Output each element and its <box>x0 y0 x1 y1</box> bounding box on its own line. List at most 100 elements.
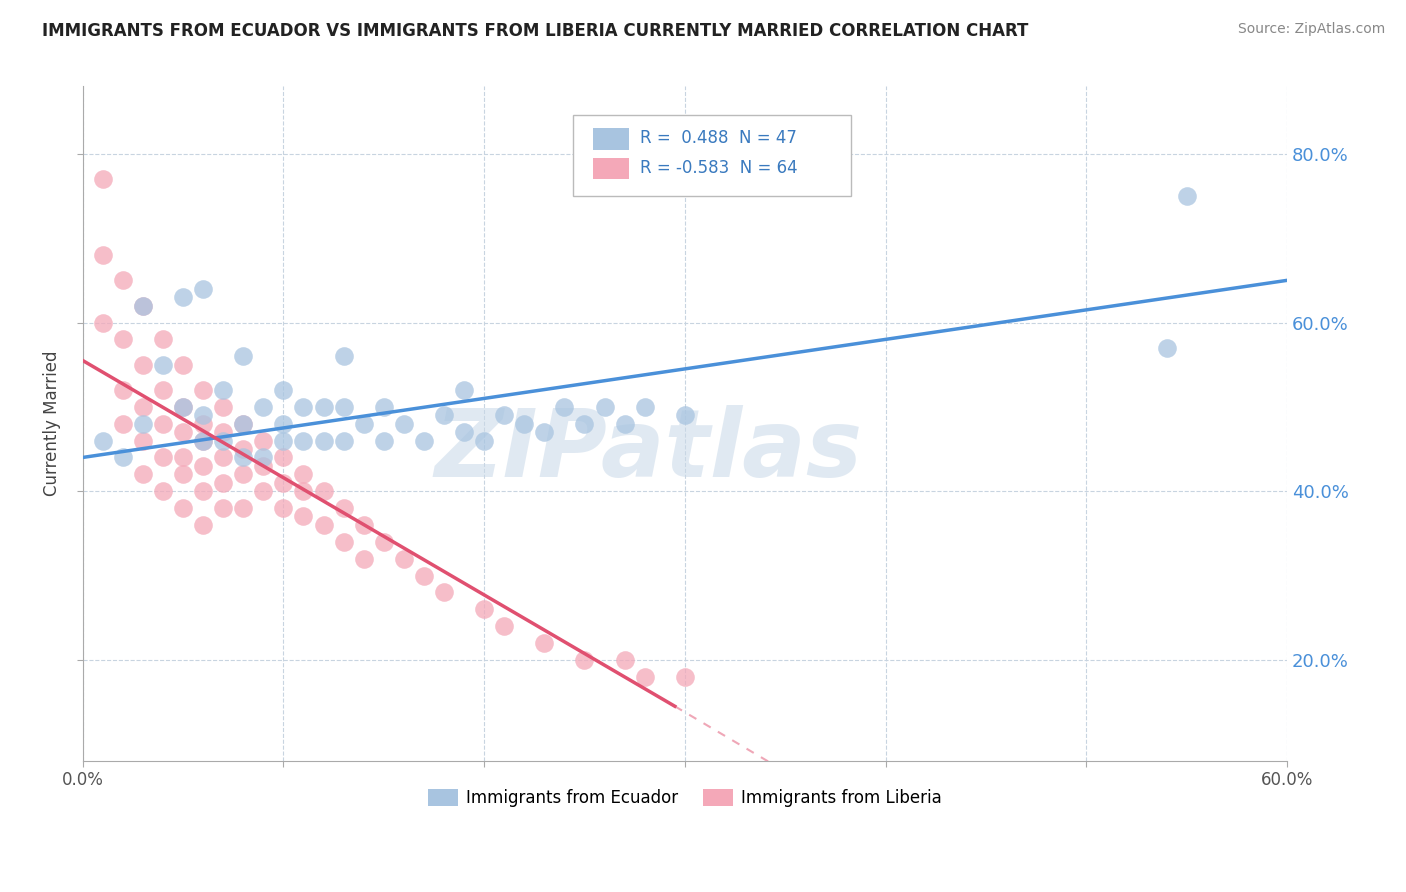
Point <box>91 248 114 262</box>
Point <box>332 534 354 549</box>
Point <box>273 417 295 431</box>
Point <box>152 484 174 499</box>
Point <box>553 400 575 414</box>
Point <box>273 475 295 490</box>
Y-axis label: Currently Married: Currently Married <box>44 351 60 497</box>
Point <box>513 417 536 431</box>
Point <box>673 670 696 684</box>
Point <box>152 450 174 465</box>
Point <box>292 467 315 482</box>
Point <box>574 417 596 431</box>
Point <box>232 349 254 363</box>
Point <box>613 653 636 667</box>
Point <box>312 400 335 414</box>
Point <box>212 434 235 448</box>
Point <box>212 383 235 397</box>
Text: Source: ZipAtlas.com: Source: ZipAtlas.com <box>1237 22 1385 37</box>
Point <box>132 417 155 431</box>
Point <box>172 501 194 516</box>
Point <box>613 417 636 431</box>
Point <box>191 409 214 423</box>
Text: R = -0.583  N = 64: R = -0.583 N = 64 <box>640 159 799 177</box>
Point <box>593 400 616 414</box>
Point <box>191 417 214 431</box>
Point <box>111 383 134 397</box>
Point <box>312 484 335 499</box>
Point <box>634 670 657 684</box>
Point <box>392 551 415 566</box>
Point <box>252 458 274 473</box>
Point <box>172 425 194 439</box>
Point <box>132 434 155 448</box>
Point <box>212 475 235 490</box>
Point <box>292 434 315 448</box>
Point <box>373 400 395 414</box>
Point <box>111 273 134 287</box>
Point <box>191 282 214 296</box>
Point <box>332 434 354 448</box>
Point <box>172 400 194 414</box>
Point <box>574 653 596 667</box>
Point <box>132 299 155 313</box>
Point <box>232 442 254 456</box>
Text: R =  0.488  N = 47: R = 0.488 N = 47 <box>640 129 797 147</box>
Point <box>232 417 254 431</box>
Point <box>634 400 657 414</box>
Point <box>273 450 295 465</box>
Point <box>252 484 274 499</box>
Point <box>252 400 274 414</box>
Point <box>172 467 194 482</box>
Point <box>453 383 475 397</box>
Point <box>232 450 254 465</box>
Point <box>111 450 134 465</box>
Legend: Immigrants from Ecuador, Immigrants from Liberia: Immigrants from Ecuador, Immigrants from… <box>420 782 949 814</box>
Point <box>292 484 315 499</box>
Point <box>433 585 456 599</box>
Point <box>191 434 214 448</box>
Point <box>332 400 354 414</box>
Point <box>252 434 274 448</box>
Point <box>152 417 174 431</box>
Point <box>472 434 495 448</box>
Point <box>332 501 354 516</box>
Point <box>232 417 254 431</box>
Point <box>353 417 375 431</box>
Point <box>172 400 194 414</box>
Point <box>252 450 274 465</box>
Point <box>232 467 254 482</box>
Point <box>373 534 395 549</box>
Point <box>433 409 456 423</box>
Point <box>91 434 114 448</box>
Point <box>212 425 235 439</box>
Point <box>533 636 555 650</box>
FancyBboxPatch shape <box>572 115 851 196</box>
Point <box>152 383 174 397</box>
Point <box>273 501 295 516</box>
Point <box>191 484 214 499</box>
Point <box>412 434 434 448</box>
FancyBboxPatch shape <box>593 128 630 150</box>
Point <box>392 417 415 431</box>
Point <box>132 400 155 414</box>
Point <box>312 517 335 532</box>
Point <box>191 517 214 532</box>
Point <box>1156 341 1178 355</box>
Point <box>212 400 235 414</box>
Text: IMMIGRANTS FROM ECUADOR VS IMMIGRANTS FROM LIBERIA CURRENTLY MARRIED CORRELATION: IMMIGRANTS FROM ECUADOR VS IMMIGRANTS FR… <box>42 22 1029 40</box>
Point <box>191 383 214 397</box>
Point <box>132 467 155 482</box>
Point <box>132 299 155 313</box>
Point <box>232 501 254 516</box>
Point <box>292 400 315 414</box>
Text: ZIPatlas: ZIPatlas <box>434 405 863 497</box>
Point <box>191 458 214 473</box>
Point <box>673 409 696 423</box>
Point <box>91 316 114 330</box>
Point <box>312 434 335 448</box>
Point <box>1175 189 1198 203</box>
Point <box>332 349 354 363</box>
Point <box>353 551 375 566</box>
Point <box>494 619 516 633</box>
Point <box>172 290 194 304</box>
Point <box>373 434 395 448</box>
